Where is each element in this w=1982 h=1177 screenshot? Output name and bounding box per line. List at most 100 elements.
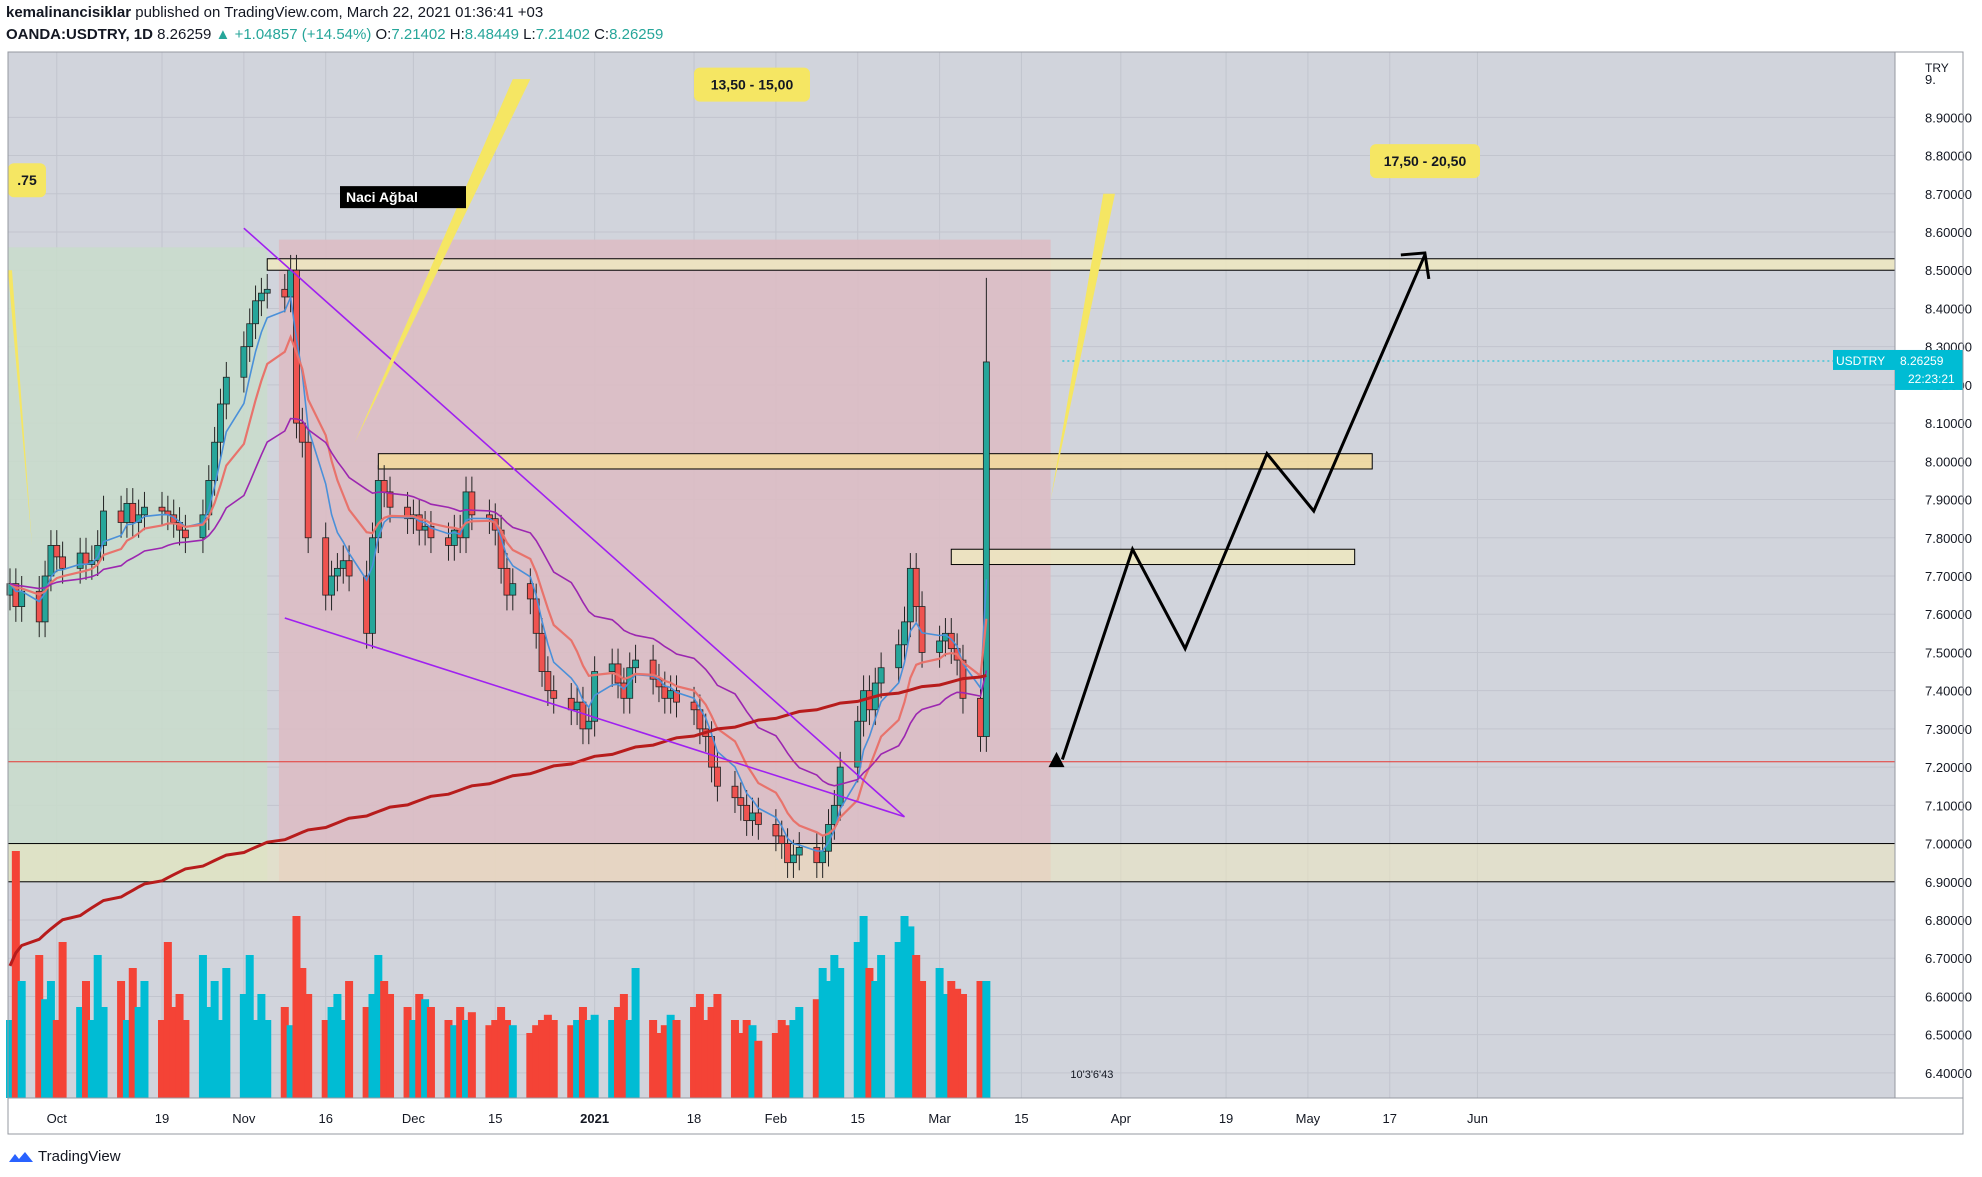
change-arrow: ▲ xyxy=(215,26,231,43)
chart-frame xyxy=(7,51,1964,1135)
price-tick-label: 7.70000 xyxy=(1925,569,1972,584)
price-tick-label: 8.80000 xyxy=(1925,149,1972,164)
time-tick-label: Mar xyxy=(928,1111,951,1126)
author-name[interactable]: kemalinancisiklar xyxy=(6,4,132,21)
footer-brand[interactable]: TradingView xyxy=(8,1148,121,1165)
candle-body xyxy=(158,506,166,512)
volume-bar xyxy=(409,1020,418,1098)
candle-body xyxy=(918,606,926,653)
volume-bar xyxy=(491,1020,500,1098)
volume-bar xyxy=(573,1020,582,1098)
candle-body xyxy=(211,441,219,481)
volume-bar xyxy=(321,1020,330,1098)
price-tick-label: 7.20000 xyxy=(1925,760,1972,775)
volume-bar xyxy=(877,955,886,1098)
candle-body xyxy=(263,288,271,294)
ma-long-line xyxy=(8,673,987,967)
volume-bar xyxy=(538,1020,547,1098)
price-tick-label: 8.60000 xyxy=(1925,225,1972,240)
volume-bar xyxy=(46,981,55,1098)
high-value: 8.48449 xyxy=(464,26,519,43)
low-value: 7.21402 xyxy=(535,26,590,43)
volume-bar xyxy=(368,994,377,1098)
volume-bar xyxy=(836,968,845,1098)
volume-bar xyxy=(578,1007,587,1098)
trendline-upper xyxy=(243,227,906,818)
candle-body xyxy=(246,323,254,348)
annotation-label: .75 xyxy=(17,172,37,188)
time-axis xyxy=(8,1098,1895,1134)
footer-brand-label: TradingView xyxy=(38,1148,121,1165)
candle-body xyxy=(567,697,575,711)
volume-bar xyxy=(713,994,722,1098)
volume-bar xyxy=(239,994,248,1098)
volume-bar xyxy=(175,994,184,1098)
price-tick-label: 8.70000 xyxy=(1925,187,1972,202)
volume-bars xyxy=(6,851,991,1098)
volume-bar xyxy=(52,1020,61,1098)
volume-bar xyxy=(204,1007,213,1098)
candle-body xyxy=(503,567,511,596)
volume-bar xyxy=(82,981,91,1098)
volume-bar xyxy=(122,1020,131,1098)
candle-body xyxy=(912,567,920,607)
volume-bar xyxy=(292,916,301,1098)
candle-body xyxy=(790,854,797,864)
volume-bar xyxy=(403,1007,412,1098)
candle-body xyxy=(585,720,593,730)
volume-bar xyxy=(380,981,389,1098)
volume-countdown: 10'3'6'43 xyxy=(1070,1069,1113,1081)
candle-body xyxy=(538,632,546,672)
candle-body xyxy=(509,583,517,596)
annotation-label: 17,50 - 20,50 xyxy=(1384,153,1467,169)
price-tick-label: 7.90000 xyxy=(1925,493,1972,508)
volume-bar xyxy=(625,1020,634,1098)
volume-bar xyxy=(590,1014,599,1098)
candle-body xyxy=(445,537,452,546)
candle-body xyxy=(345,560,353,577)
last-price: 8.26259 xyxy=(157,26,212,43)
candle-body xyxy=(795,846,803,856)
candle-body xyxy=(854,720,862,768)
volume-bar xyxy=(11,851,20,1098)
volume-bar xyxy=(99,1007,108,1098)
volume-bar xyxy=(894,942,903,1098)
candle-body xyxy=(369,537,376,634)
volume-bar xyxy=(508,1025,517,1098)
price-tick-label: 8.40000 xyxy=(1925,301,1972,316)
price-tick-label: 7.30000 xyxy=(1925,722,1972,737)
volume-bar xyxy=(497,1007,506,1098)
volume-bar xyxy=(824,981,833,1098)
price-badge-bg xyxy=(1895,349,1963,390)
volume-bar xyxy=(982,981,991,1098)
candle-body xyxy=(141,506,148,516)
annotation-box xyxy=(340,186,466,209)
ohlc-line: OANDA:USDTRY, 1D 8.26259 ▲ +1.04857 (+14… xyxy=(6,26,663,43)
volume-bar xyxy=(426,1007,435,1098)
volume-bar xyxy=(701,1020,710,1098)
volume-bar xyxy=(935,968,944,1098)
volume-bar xyxy=(286,1025,295,1098)
price-tick-label: 7.10000 xyxy=(1925,798,1972,813)
candle-body xyxy=(35,590,43,623)
volume-bar xyxy=(900,916,909,1098)
volume-bar xyxy=(707,1007,716,1098)
change-value: +1.04857 (+14.54%) xyxy=(234,26,372,43)
candle-body xyxy=(947,632,955,650)
volume-bar xyxy=(502,1020,511,1098)
volume-bar xyxy=(549,1020,558,1098)
time-tick-label: 15 xyxy=(488,1111,502,1126)
volume-bar xyxy=(415,994,424,1098)
volume-bar xyxy=(584,1020,593,1098)
volume-bar xyxy=(444,1020,453,1098)
volume-bar xyxy=(812,999,821,1098)
price-tick-label: 6.90000 xyxy=(1925,875,1972,890)
candle-body xyxy=(550,690,558,699)
time-tick-label: 17 xyxy=(1383,1111,1397,1126)
sr-zone xyxy=(377,453,1373,470)
candle-body xyxy=(784,843,791,864)
candle-body xyxy=(129,502,137,523)
price-tick-label: 8.00000 xyxy=(1925,454,1972,469)
candle-body xyxy=(281,288,289,298)
